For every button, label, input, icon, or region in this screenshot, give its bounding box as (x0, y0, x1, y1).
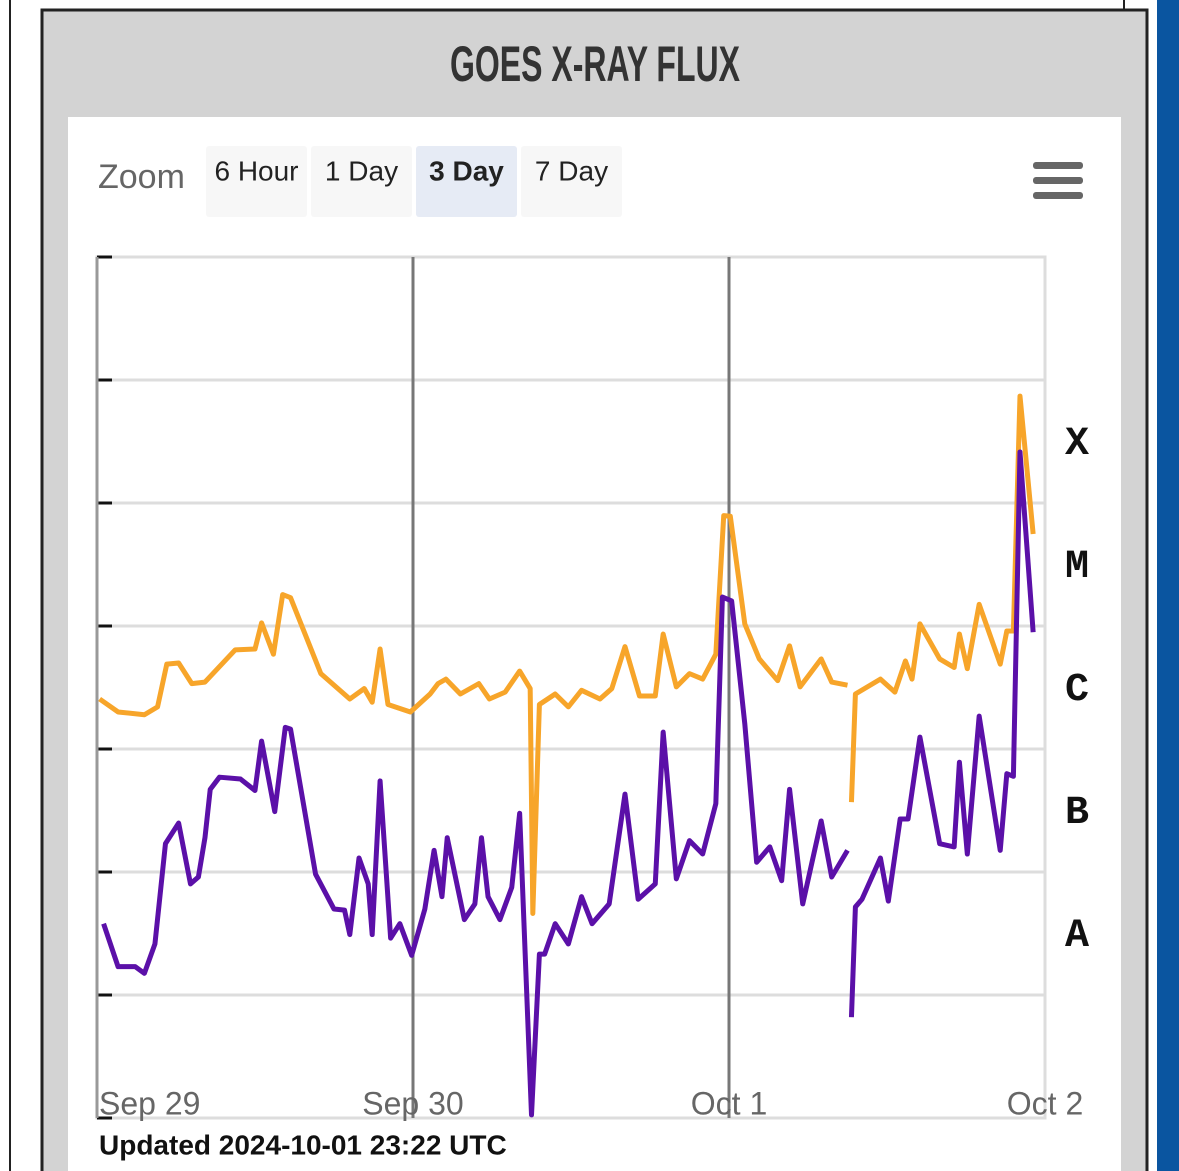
menu-button[interactable] (1033, 162, 1083, 199)
class-label: A (1065, 914, 1089, 959)
zoom-button-bg (416, 146, 517, 217)
x-tick-label: Sep 30 (362, 1085, 463, 1121)
zoom-button[interactable]: 7 Day (521, 146, 622, 217)
zoom-button-label: 6 Hour (214, 155, 298, 186)
class-label: C (1065, 668, 1089, 713)
class-label: M (1065, 545, 1089, 590)
menu-bar (1033, 177, 1083, 184)
zoom-button-bg (206, 146, 307, 217)
side-bar (1157, 0, 1179, 1171)
zoom-button[interactable]: 6 Hour (206, 146, 307, 217)
class-band: C (1065, 668, 1089, 713)
menu-bar (1033, 192, 1083, 199)
x-tick-label: Oct 1 (691, 1085, 767, 1121)
updated-note: Updated 2024-10-01 23:22 UTC (99, 1129, 507, 1160)
panel-title: GOES X-RAY FLUX (450, 36, 740, 92)
flux-line (848, 449, 1036, 1018)
zoom-label: Zoom (98, 158, 185, 196)
zoom-button-label: 7 Day (535, 155, 608, 186)
x-tick-label: Oct 2 (1007, 1085, 1083, 1121)
flux-line (101, 594, 850, 1118)
zoom-button[interactable]: 3 Day (416, 146, 517, 217)
zoom-button[interactable]: 1 Day (311, 146, 412, 217)
flux-line (98, 513, 848, 916)
class-band: M (1065, 545, 1089, 590)
x-tick-label: Sep 29 (99, 1085, 200, 1121)
class-label: B (1065, 791, 1089, 836)
class-band: B (1065, 791, 1089, 836)
class-band: X (1065, 422, 1089, 467)
flux-line (848, 393, 1036, 803)
class-band: A (1065, 914, 1089, 959)
zoom-button-bg (521, 146, 622, 217)
menu-bar (1033, 162, 1083, 169)
zoom-button-label: 1 Day (325, 155, 398, 186)
zoom-button-bg (311, 146, 412, 217)
zoom-button-label: 3 Day (429, 155, 504, 186)
class-label: X (1065, 422, 1089, 467)
